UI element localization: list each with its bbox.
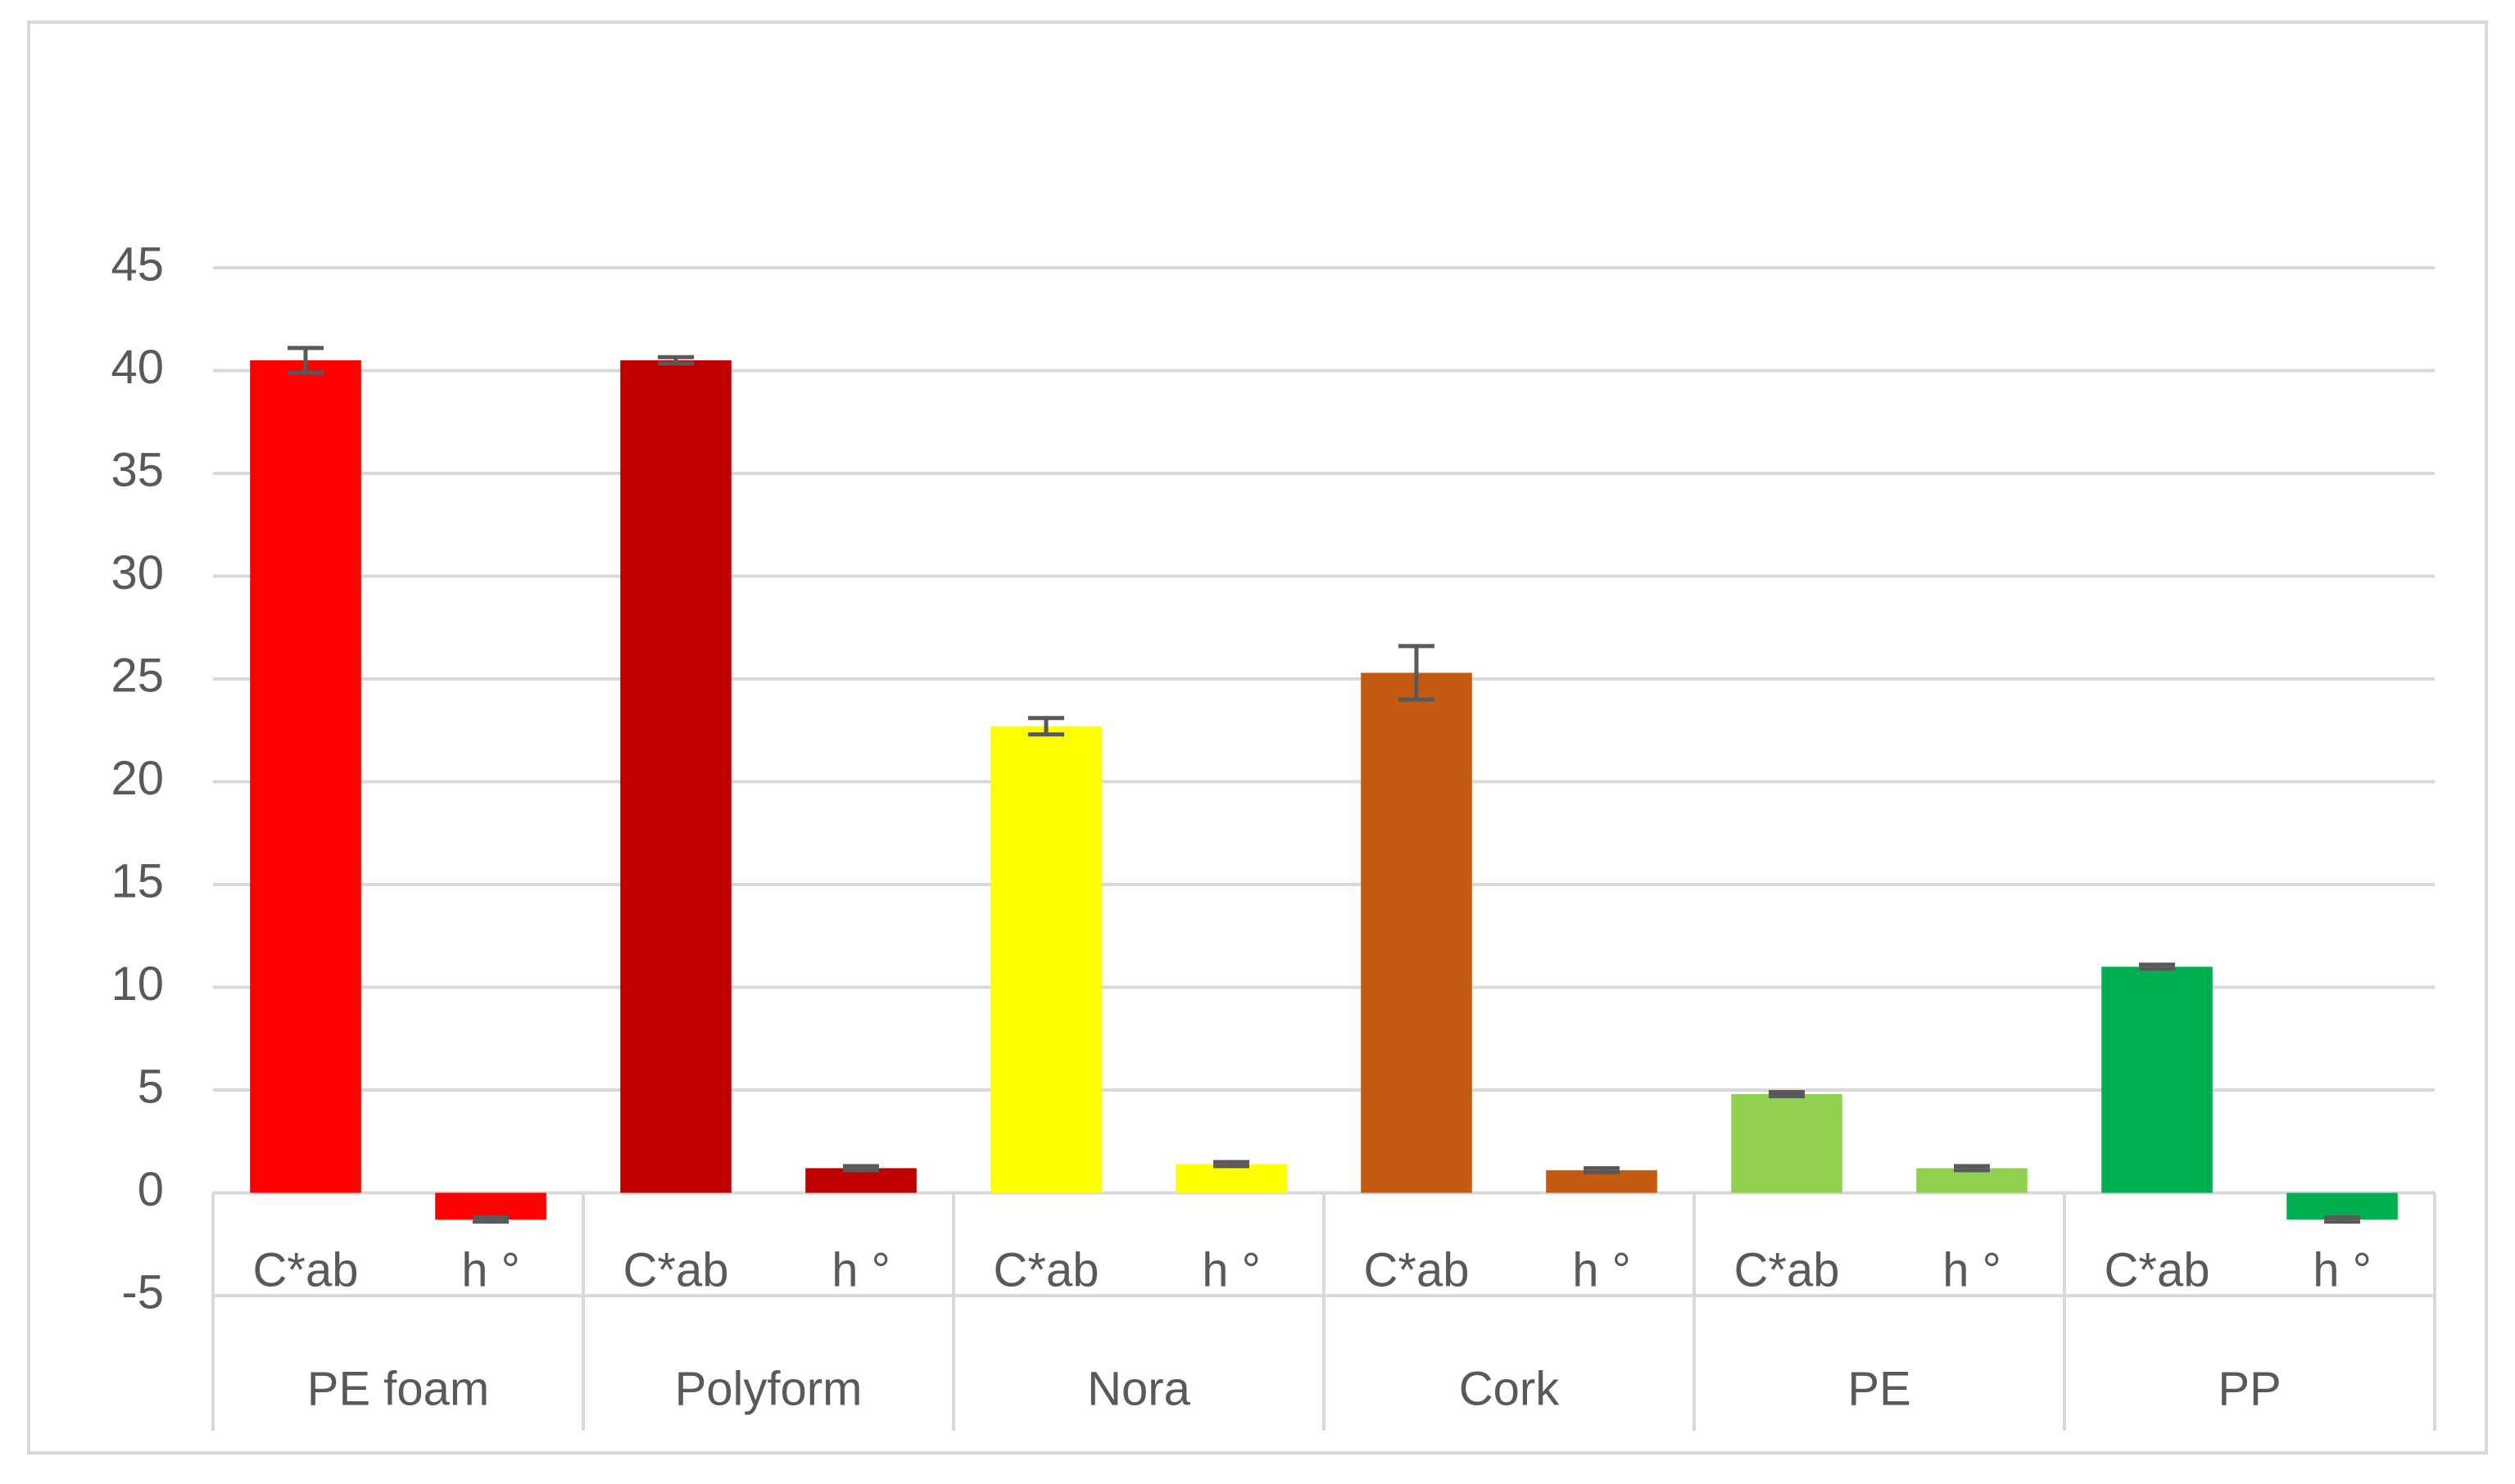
bar: [1916, 1168, 2028, 1193]
x-tick-label: h °: [1202, 1243, 1261, 1296]
x-tick-label: h °: [1572, 1243, 1631, 1296]
x-tick-label: C*ab: [253, 1243, 359, 1296]
bar: [1731, 1094, 1842, 1193]
y-tick-label: 5: [138, 1060, 164, 1113]
bar: [2101, 966, 2213, 1193]
y-tick-label: 10: [111, 957, 164, 1011]
bar: [990, 726, 1102, 1193]
chart-border: [27, 20, 2488, 1455]
bar: [1176, 1164, 1287, 1193]
y-tick-label: 25: [111, 649, 164, 702]
group-label: PE: [1847, 1362, 1910, 1415]
y-tick-label: 45: [111, 238, 164, 291]
x-tick-label: h °: [2313, 1243, 2372, 1296]
x-tick-label: C*ab: [623, 1243, 729, 1296]
bar: [1361, 672, 1472, 1193]
bar: [435, 1192, 546, 1220]
group-label: Cork: [1459, 1362, 1560, 1415]
x-tick-label: C*ab: [1734, 1243, 1840, 1296]
y-tick-label: 35: [111, 443, 164, 496]
y-tick-label: 30: [111, 546, 164, 599]
group-label: PP: [2218, 1362, 2281, 1415]
y-tick-label: 40: [111, 341, 164, 394]
x-tick-label: h °: [461, 1243, 520, 1296]
bar: [805, 1168, 917, 1193]
group-label: PE foam: [307, 1362, 489, 1415]
bar: [620, 360, 732, 1193]
y-tick-label: -5: [121, 1265, 164, 1319]
y-tick-label: 15: [111, 854, 164, 907]
bar: [2286, 1192, 2398, 1220]
bar: [250, 360, 361, 1193]
x-tick-label: h °: [832, 1243, 890, 1296]
x-tick-label: C*ab: [994, 1243, 1099, 1296]
x-tick-label: h °: [1942, 1243, 2001, 1296]
y-tick-label: 20: [111, 752, 164, 805]
y-tick-label: 0: [138, 1163, 164, 1216]
group-label: Polyform: [675, 1362, 863, 1415]
group-label: Nora: [1087, 1362, 1190, 1415]
x-tick-label: C*ab: [2105, 1243, 2210, 1296]
x-tick-label: C*ab: [1364, 1243, 1470, 1296]
